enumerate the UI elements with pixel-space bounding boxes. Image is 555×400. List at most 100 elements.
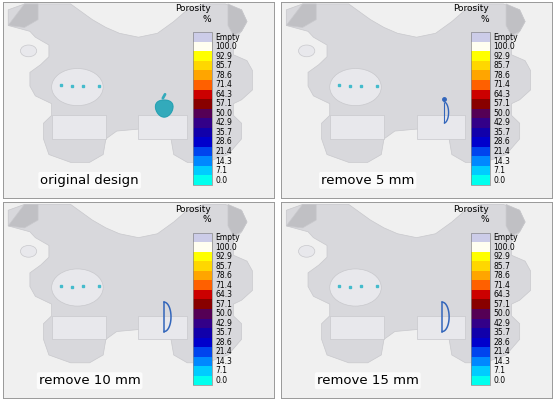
Text: original design: original design	[41, 174, 139, 187]
Polygon shape	[52, 316, 106, 339]
Text: 92.9: 92.9	[215, 252, 233, 261]
Polygon shape	[228, 204, 247, 236]
Circle shape	[330, 68, 381, 106]
Text: 71.4: 71.4	[215, 281, 233, 290]
FancyBboxPatch shape	[193, 137, 212, 147]
Text: 0.0: 0.0	[215, 376, 228, 385]
FancyBboxPatch shape	[193, 51, 212, 61]
FancyBboxPatch shape	[471, 137, 491, 147]
Text: 28.6: 28.6	[215, 138, 232, 146]
Polygon shape	[286, 4, 531, 162]
Circle shape	[21, 246, 37, 257]
Text: 28.6: 28.6	[215, 338, 232, 347]
FancyBboxPatch shape	[193, 271, 212, 280]
Text: 64.3: 64.3	[493, 90, 511, 99]
FancyBboxPatch shape	[471, 166, 491, 175]
Text: 0.0: 0.0	[215, 176, 228, 184]
Polygon shape	[506, 204, 525, 236]
Text: 14.3: 14.3	[493, 357, 511, 366]
Text: 0.0: 0.0	[493, 176, 506, 184]
FancyBboxPatch shape	[471, 357, 491, 366]
Polygon shape	[8, 204, 38, 228]
FancyBboxPatch shape	[471, 42, 491, 51]
Polygon shape	[8, 4, 253, 162]
FancyBboxPatch shape	[193, 280, 212, 290]
Text: Porosity
%: Porosity %	[175, 4, 211, 24]
FancyBboxPatch shape	[471, 318, 491, 328]
FancyBboxPatch shape	[193, 32, 212, 42]
Text: 57.1: 57.1	[215, 99, 233, 108]
Text: Porosity
%: Porosity %	[175, 204, 211, 224]
Circle shape	[21, 45, 37, 57]
FancyBboxPatch shape	[471, 233, 491, 242]
Text: 85.7: 85.7	[215, 61, 233, 70]
Text: 78.6: 78.6	[493, 71, 511, 80]
Text: 7.1: 7.1	[215, 366, 228, 376]
FancyBboxPatch shape	[193, 261, 212, 271]
Polygon shape	[138, 116, 187, 139]
Text: 50.0: 50.0	[493, 309, 511, 318]
FancyBboxPatch shape	[471, 32, 491, 42]
FancyBboxPatch shape	[471, 90, 491, 99]
Polygon shape	[330, 316, 384, 339]
FancyBboxPatch shape	[471, 70, 491, 80]
Polygon shape	[330, 116, 384, 139]
Text: 21.4: 21.4	[493, 348, 511, 356]
FancyBboxPatch shape	[193, 90, 212, 99]
FancyBboxPatch shape	[471, 347, 491, 357]
Polygon shape	[417, 116, 466, 139]
FancyBboxPatch shape	[471, 376, 491, 385]
FancyBboxPatch shape	[471, 80, 491, 90]
FancyBboxPatch shape	[471, 108, 491, 118]
Text: 78.6: 78.6	[493, 271, 511, 280]
FancyBboxPatch shape	[471, 128, 491, 137]
Text: 7.1: 7.1	[493, 166, 506, 175]
FancyBboxPatch shape	[471, 280, 491, 290]
Text: 78.6: 78.6	[215, 71, 233, 80]
Circle shape	[299, 45, 315, 57]
FancyBboxPatch shape	[471, 51, 491, 61]
FancyBboxPatch shape	[193, 338, 212, 347]
Polygon shape	[138, 316, 187, 339]
Text: 57.1: 57.1	[493, 300, 511, 309]
Polygon shape	[286, 4, 316, 28]
Text: remove 5 mm: remove 5 mm	[321, 174, 415, 187]
FancyBboxPatch shape	[193, 290, 212, 300]
FancyBboxPatch shape	[193, 252, 212, 261]
Text: remove 10 mm: remove 10 mm	[39, 374, 140, 387]
Circle shape	[52, 68, 103, 106]
FancyBboxPatch shape	[193, 376, 212, 385]
FancyBboxPatch shape	[471, 290, 491, 300]
Polygon shape	[286, 204, 531, 363]
Text: 57.1: 57.1	[493, 99, 511, 108]
Text: 50.0: 50.0	[215, 109, 233, 118]
Text: 71.4: 71.4	[493, 281, 511, 290]
Text: 100.0: 100.0	[215, 42, 237, 51]
FancyBboxPatch shape	[193, 328, 212, 338]
FancyBboxPatch shape	[471, 99, 491, 108]
Circle shape	[330, 269, 381, 306]
Text: 78.6: 78.6	[215, 271, 233, 280]
FancyBboxPatch shape	[193, 70, 212, 80]
FancyBboxPatch shape	[471, 61, 491, 70]
FancyBboxPatch shape	[193, 128, 212, 137]
Text: 85.7: 85.7	[493, 61, 511, 70]
Text: 35.7: 35.7	[493, 328, 511, 337]
FancyBboxPatch shape	[471, 156, 491, 166]
Text: 42.9: 42.9	[215, 118, 233, 127]
FancyBboxPatch shape	[193, 99, 212, 108]
FancyBboxPatch shape	[193, 233, 212, 242]
FancyBboxPatch shape	[471, 366, 491, 376]
Text: 64.3: 64.3	[493, 290, 511, 299]
Text: 100.0: 100.0	[493, 242, 516, 252]
Polygon shape	[52, 116, 106, 139]
Text: 0.0: 0.0	[493, 376, 506, 385]
FancyBboxPatch shape	[193, 242, 212, 252]
FancyBboxPatch shape	[193, 175, 212, 185]
FancyBboxPatch shape	[193, 309, 212, 318]
Text: 64.3: 64.3	[215, 90, 233, 99]
FancyBboxPatch shape	[471, 328, 491, 338]
Text: 92.9: 92.9	[493, 252, 511, 261]
Text: 42.9: 42.9	[215, 319, 233, 328]
FancyBboxPatch shape	[471, 252, 491, 261]
